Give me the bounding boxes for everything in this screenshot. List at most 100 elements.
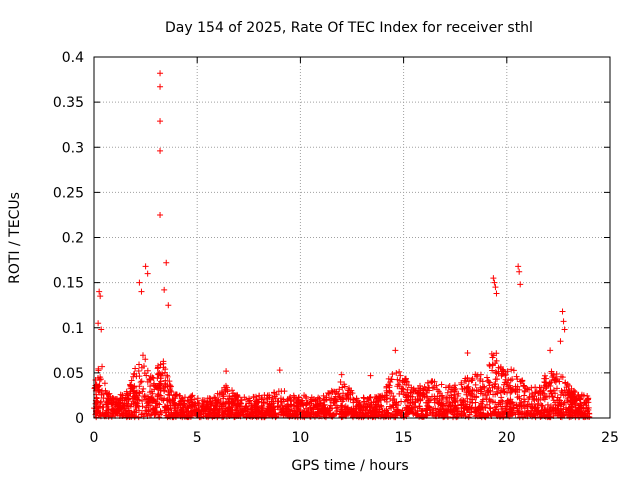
background-point	[438, 381, 445, 388]
background-point	[95, 386, 102, 393]
background-point	[410, 411, 417, 418]
background-point	[509, 411, 516, 418]
background-point	[425, 403, 432, 410]
background-point	[532, 389, 539, 396]
background-point	[256, 408, 263, 415]
background-point	[585, 395, 592, 402]
background-point	[96, 412, 103, 419]
background-point	[554, 409, 561, 416]
background-point	[489, 367, 496, 374]
background-point	[93, 398, 100, 405]
background-point	[147, 373, 154, 380]
background-point	[478, 388, 485, 395]
background-point	[444, 389, 451, 396]
background-point	[327, 410, 334, 417]
background-point	[451, 411, 458, 418]
background-point	[287, 401, 294, 408]
background-point	[500, 370, 507, 377]
x-tick-label: 20	[498, 430, 516, 446]
background-point	[530, 411, 537, 418]
data-point	[561, 326, 568, 333]
background-point	[179, 397, 186, 404]
background-point	[404, 386, 411, 393]
background-point	[302, 393, 309, 400]
background-point	[157, 361, 164, 368]
background-point	[161, 380, 168, 387]
background-point	[138, 378, 145, 385]
background-point	[429, 385, 436, 392]
background-point	[432, 395, 439, 402]
background-point	[556, 378, 563, 385]
background-point	[200, 410, 207, 417]
background-point	[435, 388, 442, 395]
background-point	[580, 392, 587, 399]
data-point	[491, 279, 498, 286]
data-point	[157, 118, 164, 125]
background-point	[278, 409, 285, 416]
background-point	[93, 381, 100, 388]
data-point	[276, 367, 283, 374]
background-point	[97, 399, 104, 406]
data-point	[96, 288, 103, 295]
background-point	[471, 408, 478, 415]
background-point	[571, 398, 578, 405]
background-point	[290, 402, 297, 409]
background-point	[108, 400, 115, 407]
background-point	[223, 399, 230, 406]
background-point	[166, 392, 173, 399]
background-point	[535, 407, 542, 414]
background-point	[194, 399, 201, 406]
background-point	[507, 396, 514, 403]
background-point	[150, 406, 157, 413]
background-point	[325, 390, 332, 397]
background-point	[469, 386, 476, 393]
background-point	[458, 379, 465, 386]
background-point	[574, 406, 581, 413]
background-point	[345, 394, 352, 401]
background-point	[290, 392, 297, 399]
background-point	[272, 395, 279, 402]
background-point	[156, 414, 163, 421]
background-point	[541, 390, 548, 397]
background-point	[447, 403, 454, 410]
background-point	[577, 396, 584, 403]
background-point	[403, 406, 410, 413]
x-tick-label: 25	[601, 430, 619, 446]
data-point	[392, 347, 399, 354]
background-point	[472, 399, 479, 406]
background-point	[455, 390, 462, 397]
background-point	[130, 373, 137, 380]
background-point	[535, 389, 542, 396]
background-point	[174, 410, 181, 417]
background-point	[255, 413, 262, 420]
background-point	[435, 400, 442, 407]
background-point	[320, 404, 327, 411]
background-point	[245, 405, 252, 412]
background-point	[477, 411, 484, 418]
background-point	[173, 391, 180, 398]
background-point	[438, 402, 445, 409]
background-point	[528, 400, 535, 407]
background-point	[320, 392, 327, 399]
background-point	[189, 392, 196, 399]
background-point	[428, 379, 435, 386]
background-point	[520, 396, 527, 403]
background-point	[571, 392, 578, 399]
background-point	[144, 367, 151, 374]
background-point	[125, 398, 132, 405]
data-point	[490, 275, 497, 282]
background-point	[152, 409, 159, 416]
background-point	[336, 394, 343, 401]
background-point	[572, 395, 579, 402]
background-point	[369, 409, 376, 416]
background-point	[429, 378, 436, 385]
background-point	[242, 396, 249, 403]
background-point	[572, 389, 579, 396]
background-point	[447, 401, 454, 408]
background-point	[417, 390, 424, 397]
background-point	[185, 398, 192, 405]
background-point	[147, 383, 154, 390]
background-point	[172, 395, 179, 402]
background-point	[416, 393, 423, 400]
background-point	[140, 385, 147, 392]
